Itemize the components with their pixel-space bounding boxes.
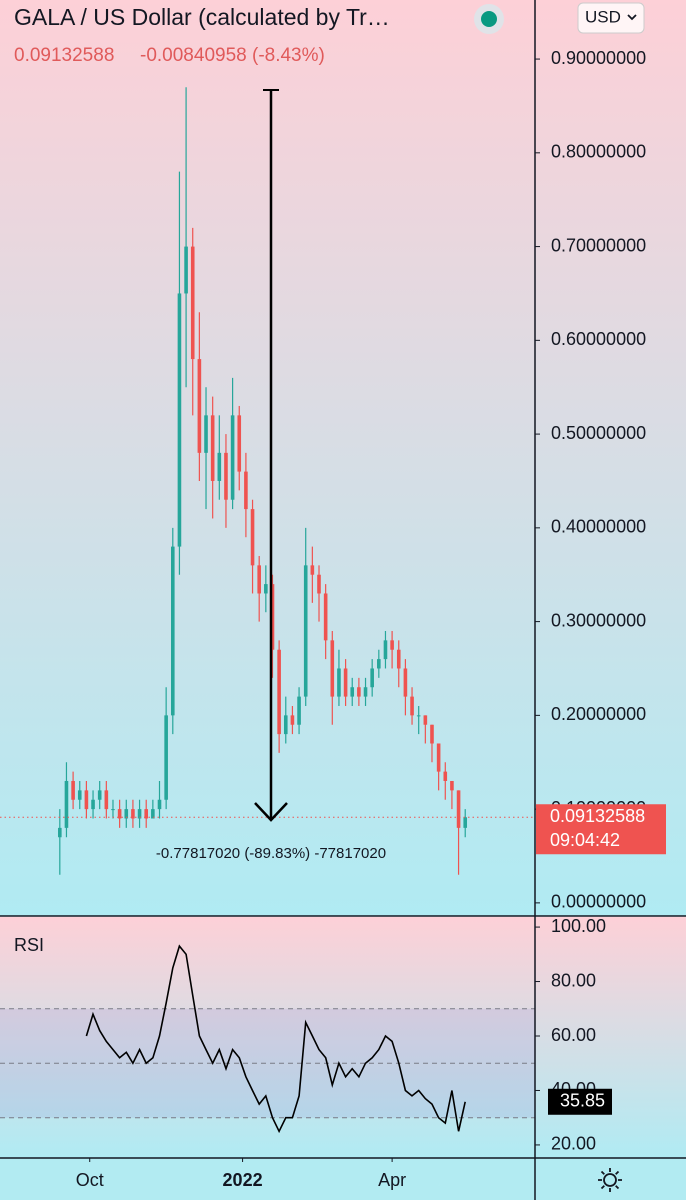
candle-body: [97, 790, 102, 800]
candle-body: [257, 565, 261, 594]
candle-body: [84, 790, 89, 810]
measure-arrowhead: [254, 802, 288, 822]
candle-body: [370, 668, 374, 688]
rsi-tick-label: 20.00: [551, 1134, 596, 1154]
rsi-label: 35.85: [560, 1091, 605, 1111]
measure-label: -0.77817020 (-89.83%) -77817020: [156, 845, 386, 862]
main-pane: [0, 0, 686, 916]
candle-body: [310, 565, 315, 575]
settings-icon[interactable]: [598, 1168, 622, 1192]
y-tick-label: 0.60000000: [551, 329, 646, 349]
candle-body: [217, 452, 222, 481]
candle-body: [144, 809, 149, 819]
candle-body: [430, 724, 434, 744]
candle-body: [303, 565, 308, 697]
candle-body: [363, 687, 368, 697]
x-tick-label: Oct: [76, 1170, 104, 1190]
candle-body: [264, 584, 268, 594]
candle-body: [91, 799, 95, 810]
candle-body: [244, 471, 248, 510]
candle-body: [396, 649, 401, 669]
x-tick-label: 2022: [223, 1170, 263, 1190]
candle-body: [350, 687, 355, 697]
candle-body: [463, 817, 468, 828]
candle-body: [164, 715, 168, 800]
candle-body: [64, 780, 69, 828]
candle-body: [456, 790, 461, 828]
candle-body: [450, 780, 454, 791]
candle-body: [177, 293, 182, 547]
y-tick-label: 0.20000000: [551, 704, 646, 724]
candle-body: [184, 246, 188, 294]
y-tick-label: 0.30000000: [551, 610, 646, 630]
candle-body: [390, 640, 394, 650]
candle-body: [283, 715, 288, 735]
candle-body: [290, 715, 295, 725]
y-tick-label: 0.90000000: [551, 48, 646, 68]
rsi-title: RSI: [14, 935, 44, 955]
currency-button[interactable]: [577, 2, 645, 34]
price-label: 0.09132588: [550, 806, 645, 826]
candle-body: [71, 780, 75, 800]
candle-body: [277, 649, 281, 735]
candle-body: [190, 246, 195, 360]
price-label-bg: [536, 804, 666, 855]
candle-body: [357, 687, 361, 697]
chart-title: GALA / US Dollar (calculated by Tr…: [14, 4, 390, 30]
candle-body: [117, 809, 122, 819]
candle-body: [157, 799, 162, 810]
rsi-label-bg: [548, 1088, 612, 1115]
last-price: 0.09132588: [14, 45, 114, 66]
candle-body: [323, 593, 328, 641]
candle-body: [124, 809, 129, 819]
candle-body: [270, 584, 275, 650]
candle-body: [337, 668, 341, 697]
candle-body: [197, 359, 202, 453]
candle-body: [170, 546, 175, 716]
candle-body: [377, 659, 381, 669]
rsi-tick-label: 80.00: [551, 970, 596, 990]
candle-body: [423, 715, 428, 725]
rsi-tick-label: 100.00: [551, 916, 606, 936]
candle-body: [297, 696, 301, 725]
currency[interactable]: USD: [585, 7, 621, 26]
countdown: 09:04:42: [550, 830, 620, 850]
candle-body: [317, 574, 321, 594]
y-tick-label: 0.70000000: [551, 235, 646, 255]
candle-body: [58, 827, 62, 838]
candle-body: [410, 696, 414, 716]
candle-body: [343, 668, 348, 697]
candle-body: [443, 771, 448, 781]
candle-body: [416, 715, 421, 717]
candle-body: [104, 790, 109, 810]
y-tick-label: 0.00000000: [551, 892, 646, 912]
candle-body: [330, 640, 335, 697]
candle-body: [403, 668, 408, 697]
candle-body: [210, 415, 215, 481]
candle-body: [111, 809, 115, 811]
candle-body: [224, 452, 228, 500]
dropdown-caret: [627, 14, 637, 21]
price-change: -0.00840958 (-8.43%): [140, 45, 325, 66]
candle-body: [230, 415, 235, 500]
candle-body: [250, 509, 255, 566]
candle-body: [77, 790, 82, 800]
candle-body: [137, 809, 142, 819]
candle-body: [151, 809, 155, 819]
status-dot: [481, 11, 497, 27]
candle-body: [204, 415, 208, 453]
candle-body: [383, 640, 388, 660]
candle-body: [436, 743, 441, 772]
time-axis: [0, 1158, 686, 1200]
y-tick-label: 0.40000000: [551, 517, 646, 537]
x-tick-label: Apr: [378, 1170, 406, 1190]
rsi-tick-label: 60.00: [551, 1025, 596, 1045]
candle-body: [237, 415, 242, 472]
y-tick-label: 0.50000000: [551, 423, 646, 443]
candle-body: [131, 809, 135, 819]
rsi-line: [85, 944, 466, 1134]
y-tick-label: 0.80000000: [551, 142, 646, 162]
